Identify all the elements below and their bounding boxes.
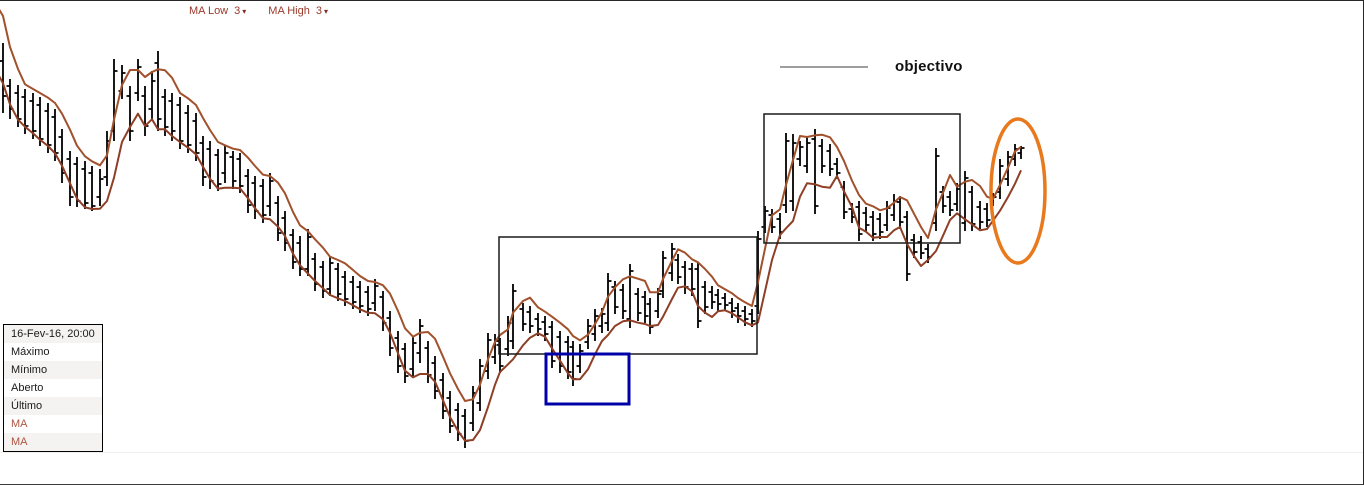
chevron-down-icon: ▾ <box>323 6 328 16</box>
objectivo-annotation-label[interactable]: objectivo <box>895 58 963 75</box>
ma-high-line <box>0 8 1022 402</box>
ma-low-line <box>0 75 1022 442</box>
data-window-row-maximo: Máximo <box>11 346 50 358</box>
data-window-date: 16-Fev-16, 20:00 <box>4 325 102 343</box>
data-window-row-ma-2: MA <box>4 433 102 451</box>
data-window-row-ma-1: MA <box>11 418 28 430</box>
ma-low-label: MA Low <box>189 5 229 17</box>
chevron-down-icon: ▾ <box>242 6 247 16</box>
ma-low-period: 3 <box>234 5 241 17</box>
data-window: 16-Fev-16, 20:00 Máximo Mínimo Aberto Úl… <box>3 324 103 452</box>
ma-high-label: MA High <box>268 5 310 17</box>
consolidation-box-upper[interactable] <box>763 113 961 244</box>
indicator-legend: MA Low 3 ▾ MA High 3 ▾ <box>189 5 328 17</box>
data-window-row-ultimo: Último <box>4 397 102 415</box>
data-window-row-minimo: Mínimo <box>4 361 102 379</box>
breakout-ellipse[interactable] <box>989 117 1047 265</box>
price-bars <box>0 43 1025 448</box>
data-window-row-aberto: Aberto <box>11 382 44 394</box>
ma-low-selector[interactable]: MA Low 3 ▾ <box>189 5 246 17</box>
panel-separator-line <box>0 452 1363 453</box>
blue-box[interactable] <box>544 352 631 406</box>
ma-high-selector[interactable]: MA High 3 ▾ <box>268 5 328 17</box>
ma-high-period: 3 <box>315 5 322 17</box>
